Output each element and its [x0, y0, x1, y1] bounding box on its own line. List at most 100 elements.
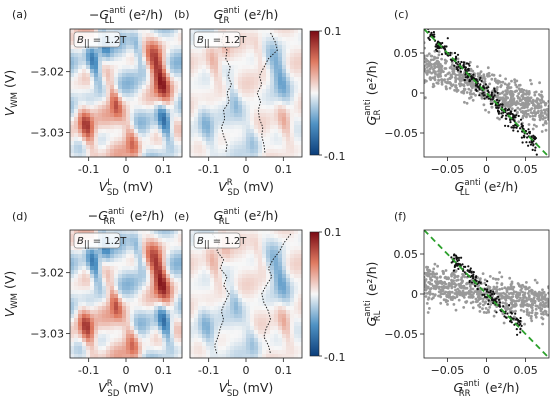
heatmap-cell — [110, 113, 115, 118]
heatmap-cell — [190, 105, 195, 110]
heatmap-cell — [170, 89, 175, 94]
heatmap-cell — [246, 93, 251, 98]
heatmap-cell — [114, 121, 119, 126]
heatmap-cell — [266, 254, 271, 259]
heatmap-cell — [118, 270, 123, 275]
heatmap-cell — [214, 322, 219, 327]
black-point — [427, 36, 430, 40]
heatmap-cell — [134, 342, 139, 347]
heatmap-cell — [246, 97, 251, 102]
black-point — [509, 110, 512, 113]
heatmap-cell — [286, 37, 291, 42]
heatmap-cell — [130, 49, 135, 54]
heatmap-cell — [290, 57, 295, 62]
colorbar — [309, 30, 320, 156]
heatmap-cell — [78, 93, 83, 98]
heatmap-cell — [102, 290, 107, 295]
gray-point — [454, 73, 458, 77]
heatmap-cell — [134, 29, 139, 34]
heatmap-cell — [118, 286, 123, 291]
heatmap-cell — [94, 302, 99, 307]
gray-point — [545, 113, 549, 116]
heatmap-cell — [266, 37, 271, 42]
heatmap-cell — [138, 250, 143, 255]
panel-title-sub: RR — [103, 217, 115, 227]
heatmap-cell — [134, 77, 139, 82]
heatmap-cell — [298, 318, 303, 323]
heatmap-cell — [118, 113, 123, 118]
heatmap-cell — [154, 133, 159, 138]
heatmap-cell — [130, 69, 135, 74]
heatmap-cell — [258, 121, 263, 126]
heatmap-cell — [290, 266, 295, 271]
heatmap-cell — [198, 318, 203, 323]
heatmap-cell — [194, 282, 199, 287]
heatmap-cell — [286, 278, 291, 283]
heatmap-cell — [194, 330, 199, 335]
heatmap-cell — [234, 342, 239, 347]
heatmap-cell — [74, 145, 79, 150]
heatmap-cell — [278, 117, 283, 122]
heatmap-cell — [254, 137, 259, 142]
heatmap-cell — [86, 330, 91, 335]
heatmap-cell — [134, 49, 139, 54]
heatmap-cell — [230, 89, 235, 94]
heatmap-cell — [102, 101, 107, 106]
heatmap-cell — [178, 266, 183, 271]
black-point — [441, 41, 444, 45]
heatmap-cell — [282, 302, 287, 307]
panel-title-sup: anti — [223, 207, 239, 217]
heatmap-cell — [134, 73, 139, 78]
heatmap-cell — [210, 77, 215, 82]
heatmap-cell — [134, 234, 139, 239]
gray-point — [496, 277, 500, 281]
heatmap-cell — [266, 298, 271, 303]
heatmap-cell — [250, 338, 255, 343]
heatmap-cell — [206, 141, 211, 146]
heatmap-cell — [114, 109, 119, 114]
heatmap-cell — [190, 278, 195, 283]
heatmap-cell — [266, 145, 271, 150]
heatmap-cell — [190, 258, 195, 263]
heatmap-cell — [274, 314, 279, 319]
heatmap-cell — [234, 354, 239, 359]
heatmap-cell — [90, 129, 95, 134]
heatmap-cell — [158, 282, 163, 287]
heatmap-cell — [234, 274, 239, 279]
heatmap-cell — [206, 330, 211, 335]
heatmap-cell — [290, 85, 295, 90]
heatmap-cell — [138, 322, 143, 327]
heatmap-cell — [94, 149, 99, 154]
heatmap-cell — [150, 318, 155, 323]
heatmap-cell — [98, 121, 103, 126]
heatmap-cell — [130, 250, 135, 255]
heatmap-cell — [222, 350, 227, 355]
heatmap-cell — [114, 262, 119, 267]
black-point — [449, 51, 452, 55]
heatmap-cell — [158, 109, 163, 114]
heatmap-cell — [134, 105, 139, 110]
heatmap-cell — [162, 246, 167, 251]
heatmap-cell — [130, 346, 135, 351]
heatmap-cell — [206, 318, 211, 323]
x-tick-label: 0.05 — [513, 163, 538, 176]
heatmap-cell — [242, 125, 247, 130]
heatmap-cell — [114, 270, 119, 275]
heatmap-cell — [282, 230, 287, 235]
heatmap-cell — [138, 53, 143, 58]
heatmap-cell — [274, 117, 279, 122]
x-axis-label-sup: R — [227, 178, 233, 188]
black-point — [449, 54, 452, 57]
heatmap-cell — [118, 254, 123, 259]
heatmap-cell — [246, 57, 251, 62]
heatmap-cell — [190, 153, 195, 158]
heatmap-cell — [298, 278, 303, 283]
heatmap-cell — [270, 37, 275, 42]
heatmap-cell — [250, 45, 255, 50]
heatmap-cell — [294, 45, 299, 50]
heatmap-cell — [242, 278, 247, 283]
heatmap-cell — [174, 57, 179, 62]
heatmap-cell — [290, 133, 295, 138]
heatmap-cell — [286, 61, 291, 66]
